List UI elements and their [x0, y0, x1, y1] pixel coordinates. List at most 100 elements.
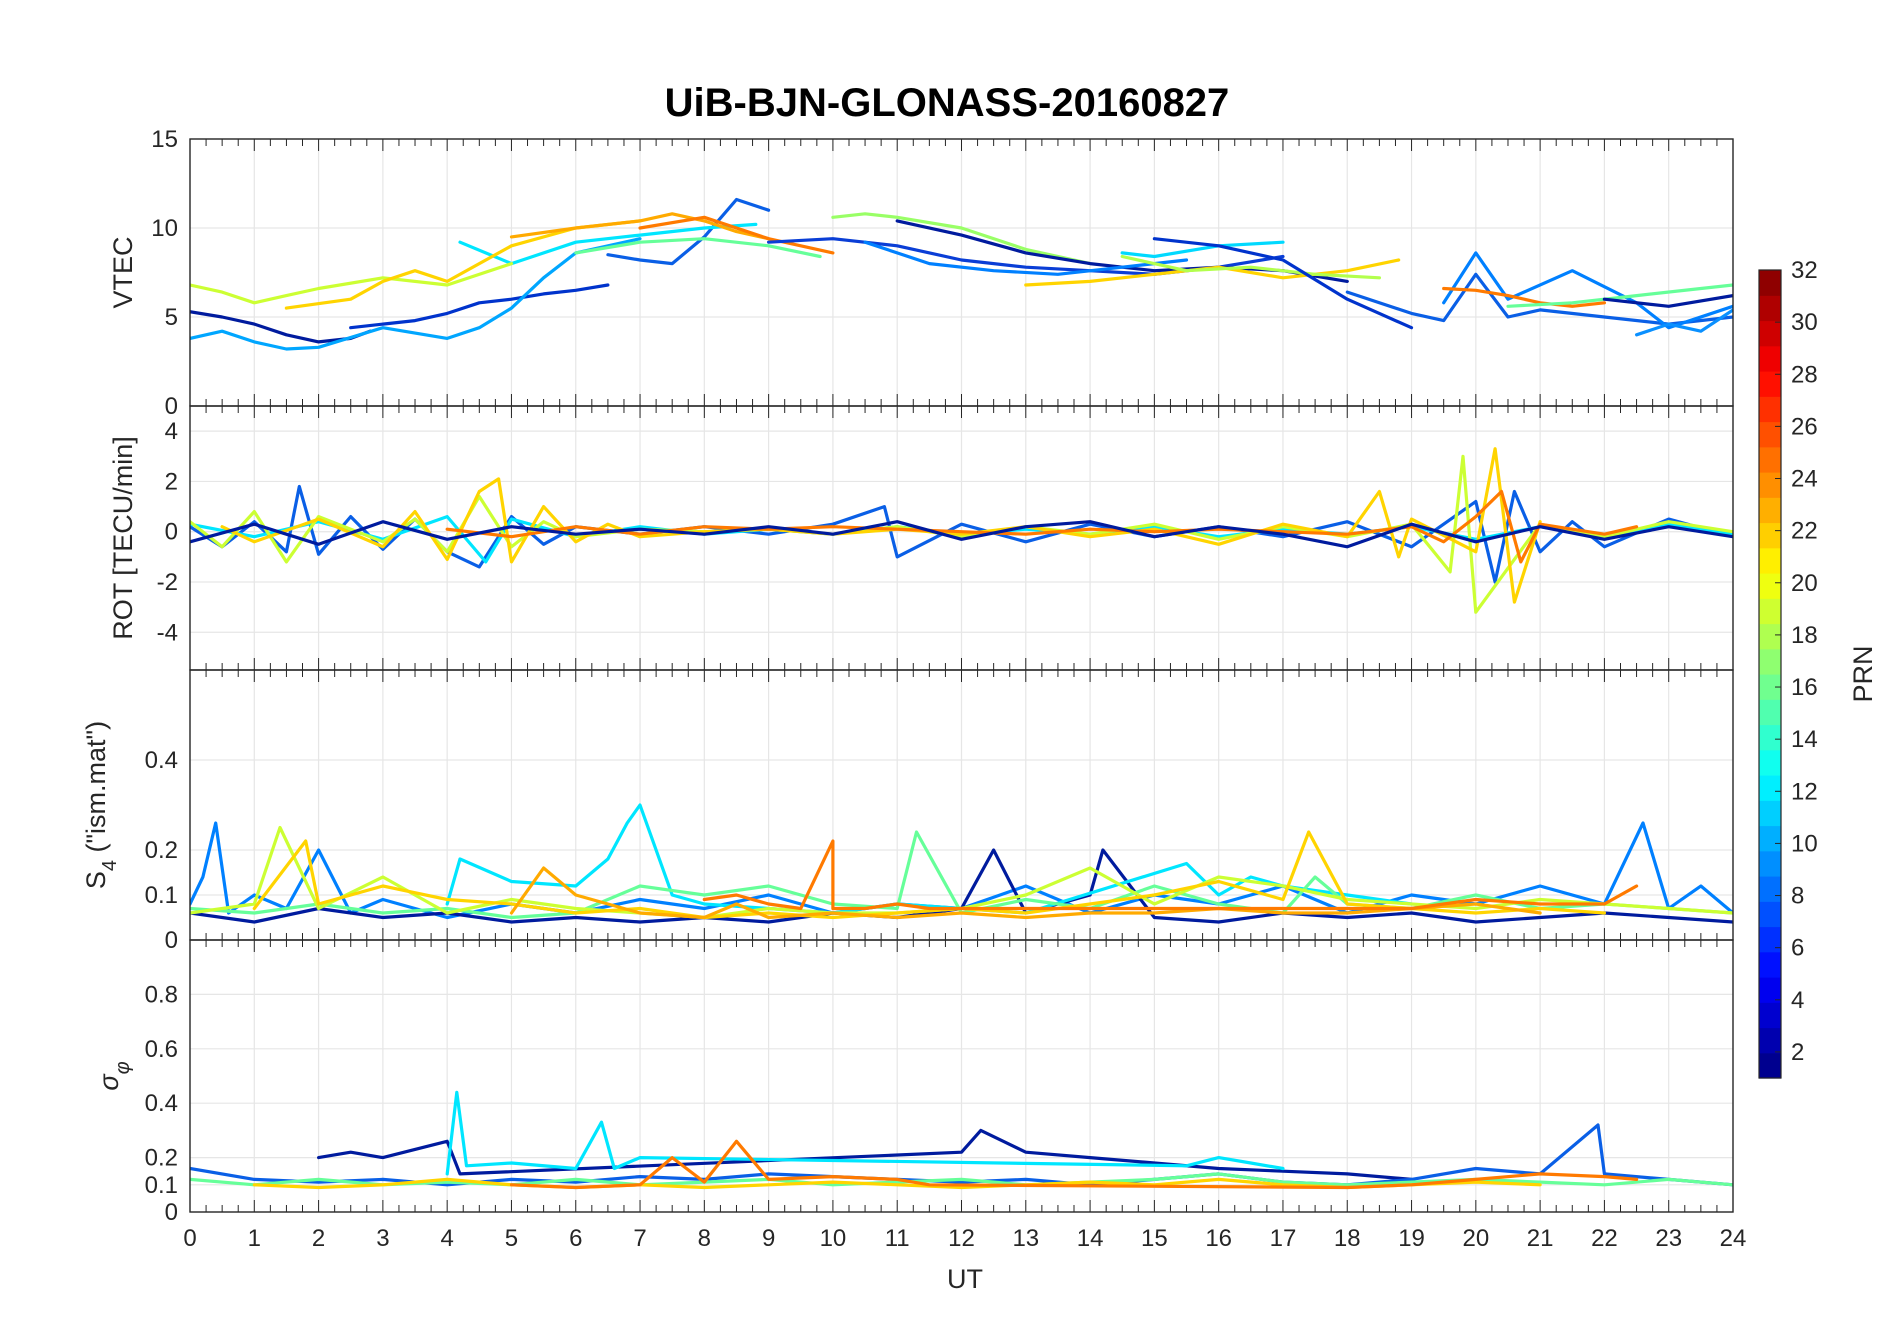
traces	[190, 803, 1733, 924]
series-line-10	[574, 237, 822, 259]
colorbar-swatch	[1759, 648, 1781, 675]
y-tick-label: 5	[165, 304, 178, 331]
colorbar-swatch	[1759, 573, 1781, 599]
x-tick-label: 5	[505, 1225, 518, 1252]
colorbar-tick-label: 32	[1791, 257, 1818, 284]
y-tick-label: 0.2	[145, 837, 178, 864]
colorbar-frame	[1758, 269, 1782, 1079]
series-line-15	[1120, 240, 1285, 259]
traces	[190, 447, 1733, 614]
y-tick-label: 0	[165, 927, 178, 954]
y-tick-label: 0	[165, 1199, 178, 1226]
y-tick-label: 0.8	[145, 981, 178, 1008]
series-line-8	[509, 212, 771, 241]
series-line-19	[1345, 272, 1733, 326]
minor-ticks	[189, 406, 1734, 670]
series-line-18	[1152, 237, 1414, 330]
colorbar-tick-label: 24	[1791, 466, 1818, 493]
y-tick-label: 0	[165, 519, 178, 546]
colorbar-tick-label: 16	[1791, 674, 1818, 701]
colorbar-tick-label: 20	[1791, 570, 1818, 597]
minor-ticks	[189, 139, 1734, 406]
x-tick-label: 15	[1141, 1225, 1168, 1252]
colorbar-swatch	[1759, 926, 1781, 953]
panel-3: 0 0.1 0.2 0.4 S4 ("ism.mat")	[81, 669, 1734, 954]
minor-ticks	[189, 670, 1734, 940]
x-tick-label: 12	[948, 1225, 975, 1252]
series-line-8	[702, 839, 1639, 911]
colorbar-swatch	[1759, 421, 1781, 448]
y-tick-label: 2	[165, 468, 178, 495]
colorbar-label: PRN	[1848, 645, 1878, 702]
colorbar-swatch	[1759, 472, 1781, 498]
colorbar-tick-label: 30	[1791, 309, 1818, 336]
y-tick-label: 15	[151, 126, 178, 153]
x-tick-label: 17	[1270, 1225, 1297, 1252]
y-tick-label: 0.1	[145, 1172, 178, 1199]
colorbar-swatch	[1759, 699, 1781, 726]
colorbar-swatch	[1759, 1027, 1781, 1054]
colorbar-swatch	[1759, 547, 1781, 574]
colorbar-tick-label: 28	[1791, 361, 1818, 388]
x-tick-label: 11	[885, 1225, 910, 1252]
x-tick-label: 19	[1398, 1225, 1425, 1252]
minor-ticks	[189, 940, 1734, 1212]
x-tick-label: 20	[1462, 1225, 1489, 1252]
x-tick-label: 7	[633, 1225, 646, 1252]
colorbar-swatch	[1759, 295, 1781, 322]
y-tick-label: 10	[151, 215, 178, 242]
series-line-7	[509, 866, 1542, 920]
colorbar-tick-label: 22	[1791, 518, 1818, 545]
panel-1: 0 5 10 15 VTEC	[108, 126, 1734, 420]
colorbar-swatch	[1759, 522, 1781, 549]
series-line-14	[863, 240, 1189, 276]
y-tick-label: 4	[165, 418, 178, 445]
series-line-22	[1506, 283, 1733, 308]
colorbar-swatch	[1759, 446, 1781, 473]
colorbar-swatch	[1759, 598, 1781, 625]
series-line-11	[831, 212, 1092, 266]
x-tick-label: 4	[440, 1225, 453, 1252]
colorbar-swatch	[1759, 901, 1781, 928]
series-line-6	[190, 262, 514, 305]
series-line-1	[190, 484, 1733, 584]
x-tick-label: 0	[183, 1225, 196, 1252]
colorbar-swatch	[1759, 800, 1781, 827]
series-line-7	[284, 219, 642, 310]
x-tick-label: 22	[1591, 1225, 1618, 1252]
x-tick-label: 21	[1527, 1225, 1554, 1252]
series-line-24	[1634, 308, 1733, 337]
series-line-21	[1442, 286, 1607, 308]
y-axis-label: ROT [TECU/min]	[108, 436, 138, 640]
x-tick-label: 2	[312, 1225, 325, 1252]
colorbar-tick-label: 14	[1791, 726, 1818, 753]
y-axis-label: σφ	[94, 1061, 134, 1090]
y-tick-label: 0	[165, 393, 178, 420]
colorbar-tick-label: 26	[1791, 413, 1818, 440]
traces	[190, 1090, 1733, 1190]
colorbar-swatch	[1759, 396, 1781, 423]
colorbar-swatch	[1759, 977, 1781, 1003]
y-tick-label: 0.4	[145, 1090, 178, 1117]
x-tick-label: 9	[762, 1225, 775, 1252]
series-line-6	[252, 830, 1607, 920]
x-tick-label: 10	[820, 1225, 847, 1252]
y-axis-label: S4 ("ism.mat")	[81, 721, 121, 889]
colorbar-tick-label: 2	[1791, 1039, 1804, 1066]
series-line-5	[445, 489, 1639, 564]
y-tick-label: -2	[157, 569, 178, 596]
y-tick-label: 0.4	[145, 747, 178, 774]
colorbar-swatch	[1759, 1052, 1781, 1079]
series-line-23	[1602, 294, 1733, 308]
colorbar-swatch	[1759, 674, 1781, 700]
y-tick-label: 0.6	[145, 1036, 178, 1063]
chart-title: UiB-BJN-GLONASS-20160827	[665, 81, 1230, 125]
colorbar-swatch	[1759, 724, 1781, 751]
colorbar-swatch	[1759, 270, 1781, 296]
x-tick-label: 18	[1334, 1225, 1361, 1252]
colorbar-swatch	[1759, 775, 1781, 801]
